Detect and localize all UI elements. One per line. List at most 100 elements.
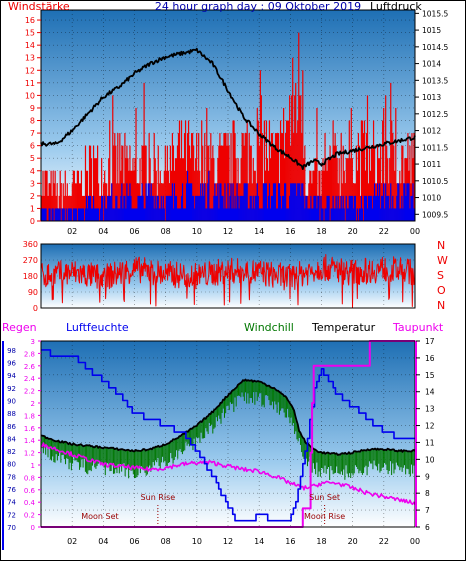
x-axis-tick-label: 10: [192, 537, 202, 546]
humidity-tick-label: 74: [7, 499, 16, 507]
sunset-label: Sun Set: [309, 493, 340, 502]
x-axis-tick-label: 08: [161, 537, 171, 546]
sunrise-label: Sun Rise: [141, 493, 176, 502]
humidity-label: Luftfeuchte: [66, 321, 129, 334]
windchill-label: Windchill: [244, 321, 294, 334]
x-axis-tick-label: 12: [223, 537, 233, 546]
x-axis-tick-label: 22: [379, 537, 389, 546]
rain-axis: 0 0.2 0.4 0.6 0.8 1 1.2 1.4 1.6 1.8 2 2.2 2.4 2.6 2.8 3: [24, 338, 41, 532]
x-axis-tick-label: 10: [192, 227, 202, 236]
direction-tick-label: 90: [28, 288, 38, 297]
right-axis-tick-label: 1011.5: [422, 143, 448, 152]
humidity-axis: 70 72 74 76 78 80 82 84 86 88 90 92 94 96 98: [7, 347, 16, 532]
humidity-tick-label: 94: [7, 372, 16, 380]
temperature-tick-label: 8: [425, 489, 430, 498]
left-axis-tick-label: 4: [30, 167, 35, 176]
humidity-tick-label: 84: [7, 435, 16, 443]
left-axis-tick-label: 14: [25, 41, 35, 50]
left-axis-tick-label: 8: [30, 117, 35, 126]
panel1-right-axis: 1009.5 1010 1010.5 1011 1011.5 1012 1012.5 1013…: [415, 9, 448, 219]
left-axis-tick-label: 3: [30, 179, 35, 188]
direction-tick-label: 270: [23, 256, 38, 265]
right-axis-tick-label: 1012.5: [422, 110, 448, 119]
x-axis-tick-label: 04: [98, 537, 108, 546]
left-axis-tick-label: 9: [30, 104, 35, 113]
rain-tick-label: 2.4: [24, 375, 36, 383]
rain-tick-label: 1.6: [24, 425, 36, 433]
panel1-series: [40, 32, 416, 221]
rain-tick-label: 0: [31, 524, 35, 532]
humidity-tick-label: 80: [7, 461, 16, 469]
direction-tick-label: 180: [23, 272, 38, 281]
right-axis-tick-label: 1015.5: [422, 9, 448, 18]
rain-line: [41, 340, 415, 528]
left-axis-tick-label: 16: [25, 16, 35, 25]
rain-tick-label: 2.8: [24, 350, 35, 358]
humidity-tick-label: 72: [7, 511, 16, 519]
x-axis-tick-label: 16: [285, 537, 295, 546]
compass-letter: O: [437, 284, 446, 297]
x-axis-tick-label: 02: [67, 537, 77, 546]
right-axis-tick-label: 1013.5: [422, 76, 448, 85]
humidity-tick-label: 88: [7, 410, 16, 418]
direction-line: [40, 254, 416, 309]
pressure-line: [40, 47, 416, 171]
x-axis-tick-label: 00: [410, 227, 420, 236]
x-axis-tick-label: 04: [98, 227, 108, 236]
x-axis-tick-label: 22: [379, 227, 389, 236]
x-axis-tick-label: 06: [129, 227, 139, 236]
rain-tick-label: 2: [31, 400, 35, 408]
x-axis-tick-label: 14: [254, 537, 264, 546]
left-axis-tick-label: 0: [30, 217, 35, 226]
dewpoint-line: [40, 442, 416, 506]
temperature-tick-label: 7: [425, 506, 430, 515]
right-axis-tick-label: 1012: [422, 127, 441, 136]
temperature-axis: 6 7 8 9 10 11 12 13 14 15 16 17: [416, 337, 435, 532]
compass-letter: W: [437, 254, 448, 267]
left-axis-tick-label: 13: [25, 54, 35, 63]
temperature-line: [40, 378, 416, 456]
x-axis-tick-label: 18: [316, 537, 326, 546]
x-axis-tick-label: 08: [161, 227, 171, 236]
dewpoint-label: Taupunkt: [392, 321, 444, 334]
rain-tick-label: 0.4: [24, 499, 36, 507]
x-axis-tick-label: 00: [410, 537, 420, 546]
temperature-label: Temperatur: [311, 321, 376, 334]
right-axis-tick-label: 1010: [422, 194, 441, 203]
temperature-tick-label: 6: [425, 523, 430, 532]
panel2-frame: [40, 243, 416, 309]
right-axis-tick-label: 1014.5: [422, 43, 448, 52]
direction-tick-label: 360: [23, 240, 38, 249]
temperature-tick-label: 10: [425, 455, 435, 464]
compass-letter: N: [437, 299, 445, 312]
humidity-tick-label: 82: [7, 448, 16, 456]
panel3-series: [40, 340, 416, 528]
moonset-label: Moon Set: [81, 512, 118, 521]
panel1-x-axis: 02 04 06 08 10 12 14 16 18 20 22 00: [67, 227, 420, 236]
temperature-tick-label: 17: [425, 337, 435, 346]
humidity-tick-label: 96: [7, 360, 16, 368]
panel2-y-axis: 0 90 180 270 360: [23, 240, 38, 313]
compass-letter: N: [437, 239, 445, 252]
humidity-tick-label: 70: [7, 524, 16, 532]
chart-title: 24 hour graph day : 09 Oktober 2019: [155, 0, 361, 13]
right-axis-tick-label: 1015: [422, 26, 441, 35]
left-axis-tick-label: 15: [25, 29, 35, 38]
left-axis-tick-label: 5: [30, 154, 35, 163]
temperature-tick-label: 9: [425, 472, 430, 481]
humidity-line: [41, 349, 415, 522]
moonrise-label: Moon Rise: [304, 512, 345, 521]
right-axis-tick-label: 1014: [422, 60, 441, 69]
temperature-tick-label: 16: [425, 354, 435, 363]
rain-tick-label: 3: [31, 338, 35, 346]
right-axis-tick-label: 1010.5: [422, 177, 448, 186]
x-axis-tick-label: 20: [348, 227, 358, 236]
panel2-series: [40, 254, 416, 309]
left-axis-tick-label: 12: [25, 66, 35, 75]
humidity-tick-label: 78: [7, 473, 16, 481]
humidity-tick-label: 92: [7, 385, 16, 393]
